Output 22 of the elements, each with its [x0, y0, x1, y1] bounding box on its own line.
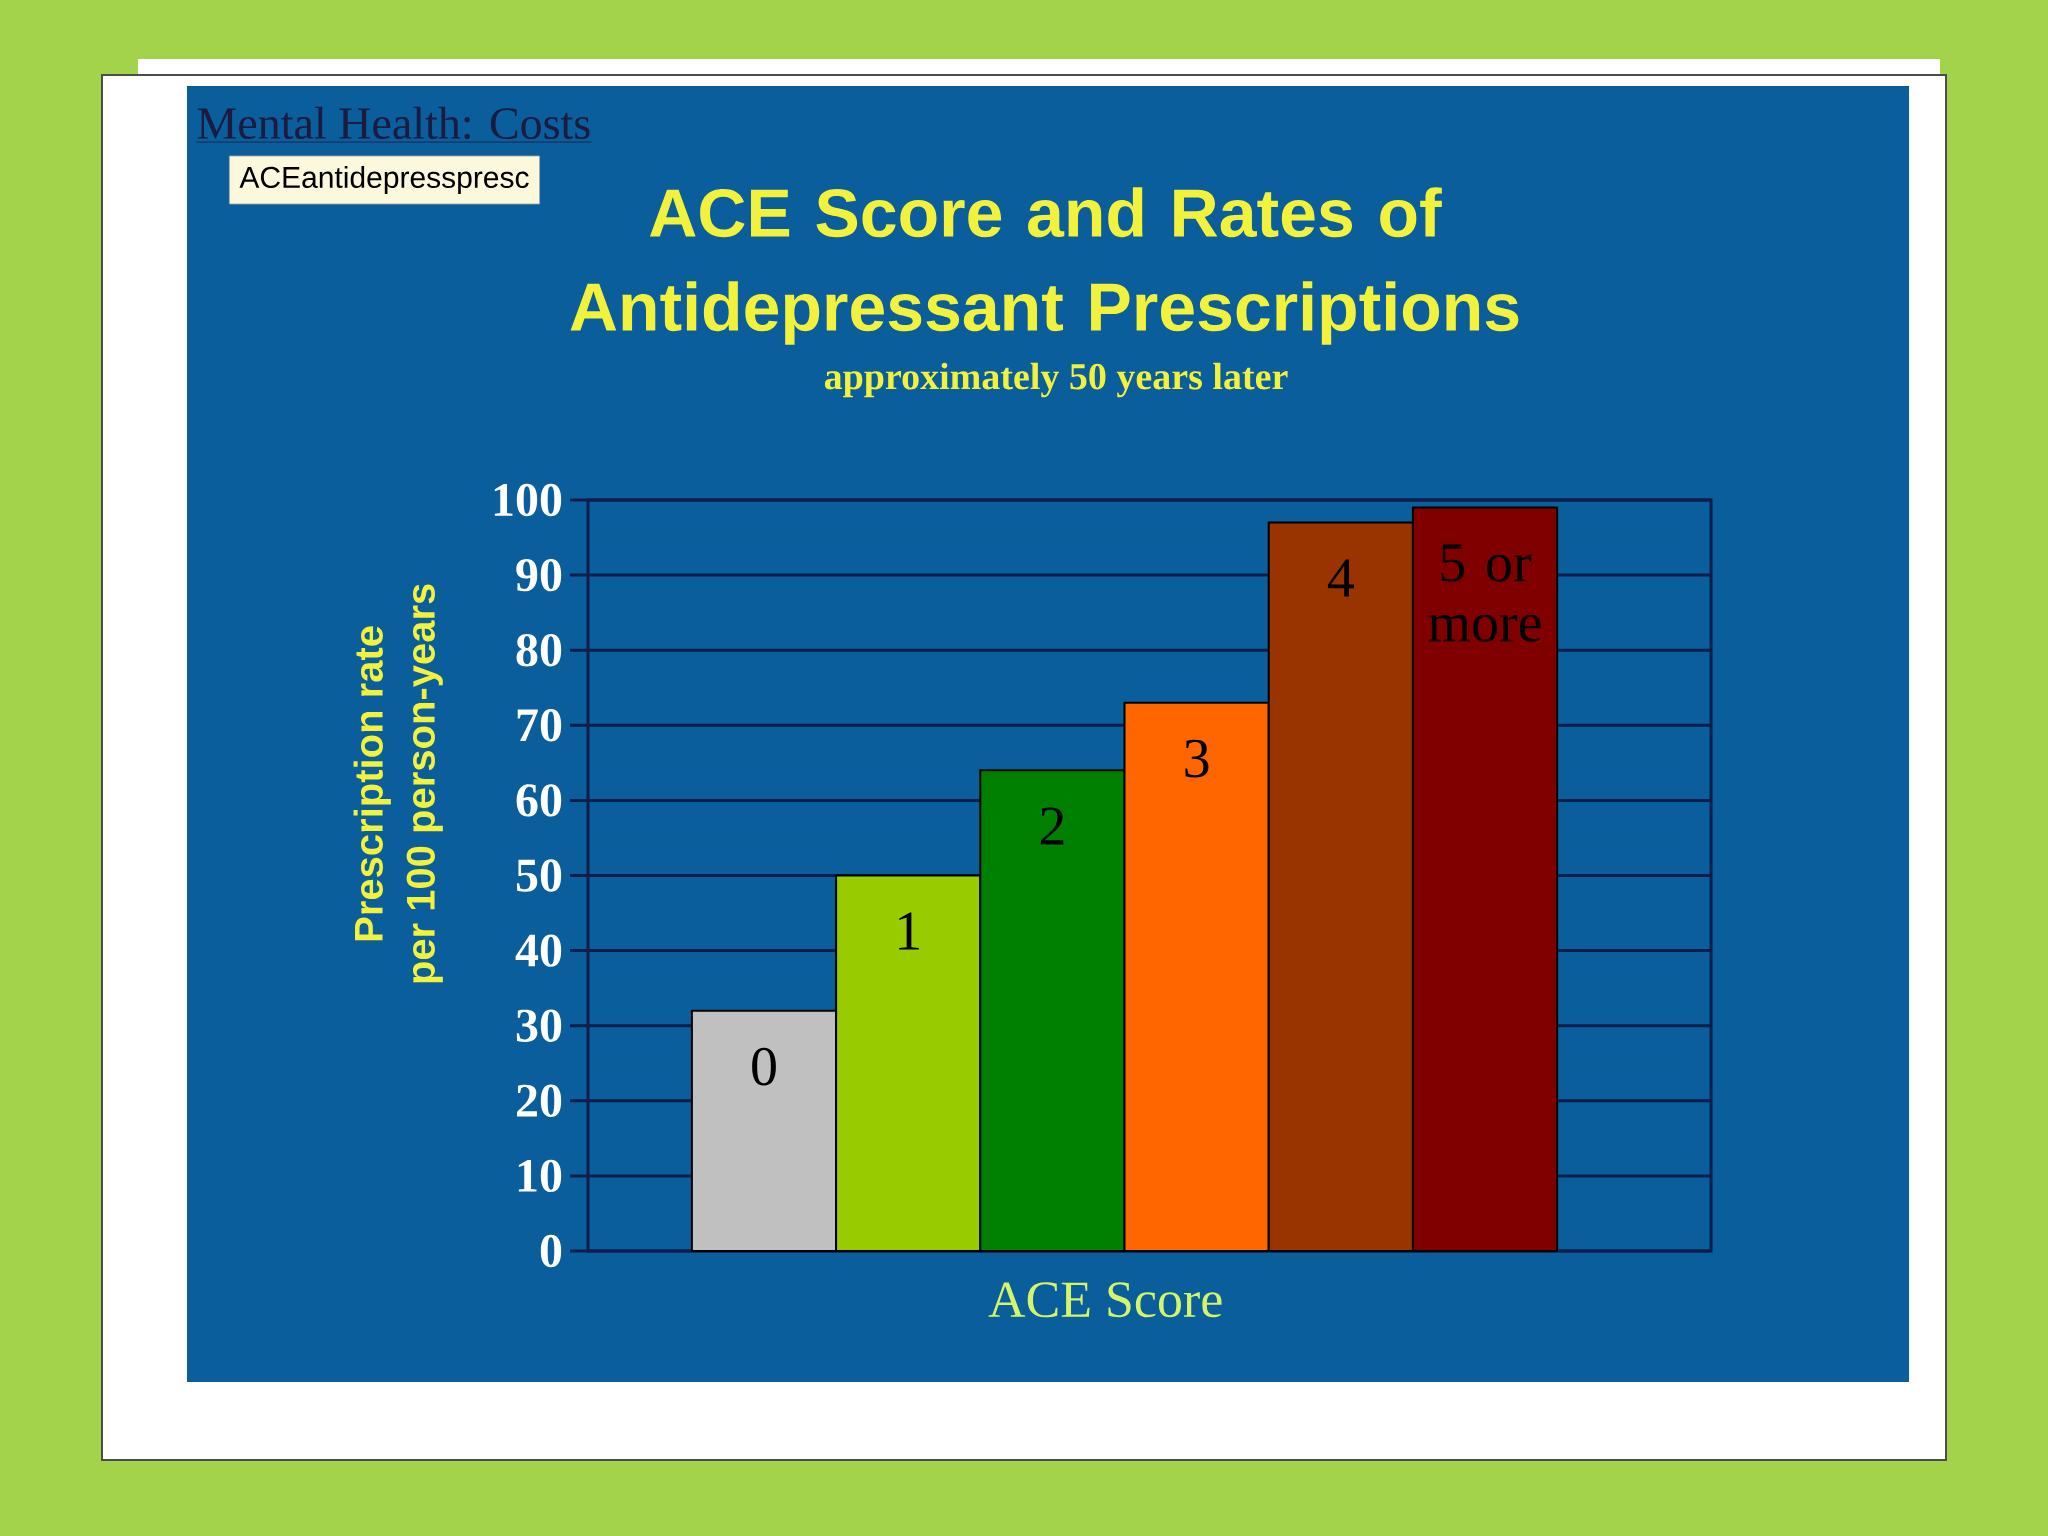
- chart-title: ACE Score and Rates of Antidepressant Prescriptions: [570, 187, 1519, 345]
- x-tick-label: 2: [1040, 807, 1064, 845]
- text: ACEantidepresspresc: [239, 165, 529, 194]
- y-tick-label: 40: [515, 934, 562, 967]
- y-tick-label: 30: [516, 1009, 562, 1042]
- text: Mental Health: Costs: [197, 106, 590, 140]
- chart-subtitle: approximately 50 years later: [824, 362, 1288, 398]
- x-axis-title: ACE Score: [988, 1282, 1222, 1318]
- x-tick-label: 4: [1327, 559, 1354, 597]
- x-tick-label: 1: [899, 912, 919, 950]
- x-tick-label: 5 or more: [1428, 544, 1541, 642]
- y-tick-label: 70: [517, 709, 562, 742]
- y-tick-label: 0: [540, 1234, 562, 1268]
- y-tick-label: 20: [517, 1084, 562, 1117]
- y-tick-label: 90: [516, 558, 562, 592]
- x-tick-label: 3: [1185, 739, 1209, 778]
- y-axis-title: Prescription rate per 100 person-years: [353, 584, 443, 983]
- y-tick-label: 60: [516, 784, 562, 817]
- y-tick-label: 50: [516, 859, 562, 892]
- y-tick-label: 100: [494, 483, 562, 517]
- y-tick-label: 10: [518, 1159, 562, 1193]
- y-tick-label: 80: [516, 633, 562, 667]
